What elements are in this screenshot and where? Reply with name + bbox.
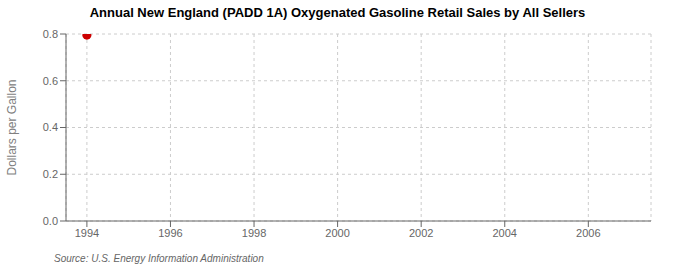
html-text:Annual New England (PADD 1A) O: Annual New England (PADD 1A) Oxygenated …	[89, 5, 586, 20]
svg-text:1998: 1998	[242, 227, 266, 239]
svg-text:1996: 1996	[158, 227, 182, 239]
svg-text:0.4: 0.4	[43, 121, 58, 133]
svg-text:2000: 2000	[325, 227, 349, 239]
svg-text:0.2: 0.2	[43, 168, 58, 180]
svg-text:1994: 1994	[75, 227, 99, 239]
svg-text:2002: 2002	[409, 227, 433, 239]
svg-text:0.6: 0.6	[43, 75, 58, 87]
svg-text:0.0: 0.0	[43, 215, 58, 227]
svg-text:2006: 2006	[576, 227, 600, 239]
html-text:Source: U.S. Energy Informatio: Source: U.S. Energy Information Administ…	[54, 253, 264, 264]
svg-text:Dollars per Gallon: Dollars per Gallon	[8, 79, 19, 175]
svg-text:0.8: 0.8	[43, 28, 58, 40]
svg-text:2004: 2004	[493, 227, 517, 239]
